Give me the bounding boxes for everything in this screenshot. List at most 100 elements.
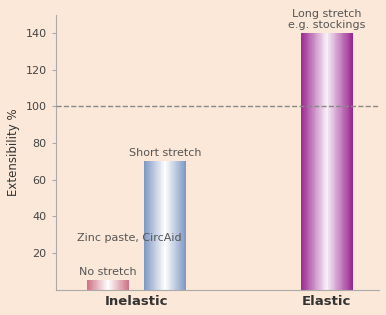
Bar <box>103 280 104 289</box>
Bar <box>342 33 343 289</box>
Bar <box>146 161 147 289</box>
Bar <box>105 280 106 289</box>
Bar <box>152 161 153 289</box>
Bar <box>348 33 349 289</box>
Bar <box>301 33 302 289</box>
Bar <box>351 33 352 289</box>
Bar <box>313 33 314 289</box>
Bar <box>149 161 150 289</box>
Bar <box>332 33 333 289</box>
Bar <box>304 33 305 289</box>
Bar <box>306 33 307 289</box>
Bar <box>318 33 319 289</box>
Bar <box>106 280 107 289</box>
Bar <box>329 33 330 289</box>
Bar <box>125 280 126 289</box>
Bar <box>155 161 156 289</box>
Bar <box>128 280 129 289</box>
Y-axis label: Extensibility %: Extensibility % <box>7 108 20 196</box>
Bar <box>156 161 157 289</box>
Bar <box>157 161 158 289</box>
Bar <box>185 161 186 289</box>
Bar <box>308 33 309 289</box>
Bar <box>327 33 328 289</box>
Bar <box>100 280 101 289</box>
Bar <box>337 33 338 289</box>
Bar <box>113 280 114 289</box>
Bar <box>321 33 322 289</box>
Bar <box>343 33 344 289</box>
Bar <box>144 161 145 289</box>
Bar <box>95 280 96 289</box>
Bar <box>111 280 112 289</box>
Bar <box>173 161 174 289</box>
Bar <box>87 280 88 289</box>
Bar <box>147 161 148 289</box>
Bar <box>104 280 105 289</box>
Bar <box>178 161 179 289</box>
Bar <box>319 33 320 289</box>
Text: Short stretch: Short stretch <box>129 148 201 158</box>
Bar <box>347 33 348 289</box>
Bar <box>330 33 331 289</box>
Bar <box>305 33 306 289</box>
Bar <box>167 161 168 289</box>
Bar <box>174 161 175 289</box>
Bar <box>324 33 325 289</box>
Bar <box>110 280 111 289</box>
Bar <box>164 161 165 289</box>
Bar <box>334 33 335 289</box>
Bar <box>88 280 89 289</box>
Bar <box>333 33 334 289</box>
Bar <box>335 33 336 289</box>
Bar <box>94 280 95 289</box>
Bar <box>166 161 167 289</box>
Bar <box>168 161 169 289</box>
Bar <box>307 33 308 289</box>
Bar <box>180 161 181 289</box>
Bar <box>317 33 318 289</box>
Bar <box>339 33 340 289</box>
Bar <box>124 280 125 289</box>
Bar <box>177 161 178 289</box>
Bar <box>148 161 149 289</box>
Text: Zinc paste, CircAid: Zinc paste, CircAid <box>76 233 181 243</box>
Bar <box>344 33 345 289</box>
Bar <box>114 280 115 289</box>
Bar <box>303 33 304 289</box>
Bar <box>310 33 311 289</box>
Bar <box>159 161 160 289</box>
Bar <box>102 280 103 289</box>
Bar <box>309 33 310 289</box>
Bar <box>170 161 171 289</box>
Bar <box>108 280 109 289</box>
Bar <box>346 33 347 289</box>
Bar <box>315 33 316 289</box>
Bar <box>158 161 159 289</box>
Bar <box>122 280 123 289</box>
Bar <box>183 161 184 289</box>
Bar <box>184 161 185 289</box>
Bar <box>316 33 317 289</box>
Bar <box>91 280 92 289</box>
Bar <box>109 280 110 289</box>
Bar <box>302 33 303 289</box>
Bar <box>145 161 146 289</box>
Bar <box>175 161 176 289</box>
Bar <box>107 280 108 289</box>
Bar <box>97 280 98 289</box>
Bar <box>118 280 119 289</box>
Bar <box>160 161 161 289</box>
Bar <box>314 33 315 289</box>
Bar <box>162 161 163 289</box>
Bar <box>336 33 337 289</box>
Bar <box>349 33 350 289</box>
Bar <box>323 33 324 289</box>
Bar <box>176 161 177 289</box>
Bar <box>350 33 351 289</box>
Bar <box>340 33 341 289</box>
Bar <box>86 280 87 289</box>
Bar <box>150 161 151 289</box>
Bar <box>96 280 97 289</box>
Bar <box>153 161 154 289</box>
